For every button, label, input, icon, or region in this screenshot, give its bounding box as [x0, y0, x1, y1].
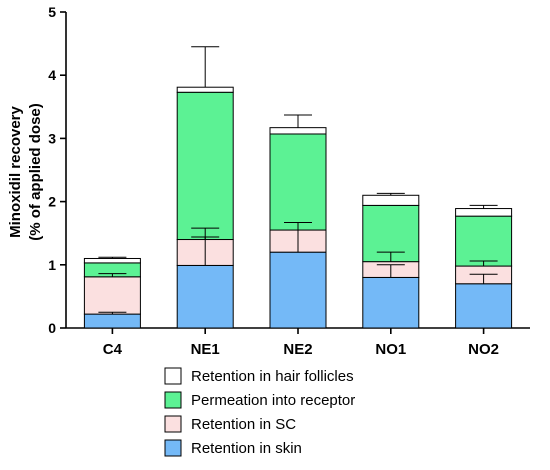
bars — [83, 86, 513, 329]
legend-swatch — [164, 391, 182, 409]
bar-ne1-segment-2 — [176, 91, 234, 241]
bar-ne2-segment-3 — [269, 127, 327, 135]
bar-no1-segment-3 — [362, 194, 420, 206]
y-tick-label: 1 — [48, 257, 56, 273]
labels: 0 1 2 3 4 5 C4 NE1 NE2 NO1 NO2 — [48, 4, 499, 358]
bar-no1-segment-0 — [362, 276, 420, 329]
legend-label: Retention in hair follicles — [191, 368, 354, 385]
y-tick-label: 3 — [48, 130, 56, 146]
y-axis-title-line2: (% of applied dose) — [27, 103, 44, 241]
y-tick-label: 5 — [48, 4, 56, 20]
bar-ne1-segment-3 — [176, 86, 234, 93]
legend: Retention in hair follicles Permeation in… — [164, 367, 355, 457]
y-tick-label: 0 — [48, 320, 56, 336]
bar-no2-segment-0 — [455, 283, 513, 329]
x-category-label: C4 — [103, 341, 123, 358]
bar-ne2-segment-0 — [269, 251, 327, 329]
x-category-label: NE2 — [283, 341, 312, 358]
bar-c4-segment-0 — [83, 313, 141, 329]
y-tick-label: 4 — [48, 67, 56, 83]
bar-ne2-segment-2 — [269, 133, 327, 231]
x-category-label: NO2 — [468, 341, 499, 358]
y-axis-title-line1: Minoxidil recovery — [7, 105, 24, 237]
legend-swatch — [164, 415, 182, 433]
error-bars — [98, 46, 498, 315]
bar-no2-segment-3 — [455, 208, 513, 217]
legend-label: Retention in skin — [191, 440, 302, 457]
bar-no2-segment-2 — [455, 215, 513, 267]
legend-label: Retention in SC — [191, 416, 296, 433]
bar-ne1-segment-0 — [176, 264, 234, 329]
x-category-label: NE1 — [191, 341, 220, 358]
legend-swatch — [164, 367, 182, 385]
legend-label: Permeation into receptor — [191, 392, 355, 409]
bar-c4-segment-3 — [83, 257, 141, 264]
y-tick-label: 2 — [48, 194, 56, 210]
legend-swatch — [164, 439, 182, 457]
bar-c4-segment-1 — [83, 276, 141, 315]
x-category-label: NO1 — [375, 341, 406, 358]
